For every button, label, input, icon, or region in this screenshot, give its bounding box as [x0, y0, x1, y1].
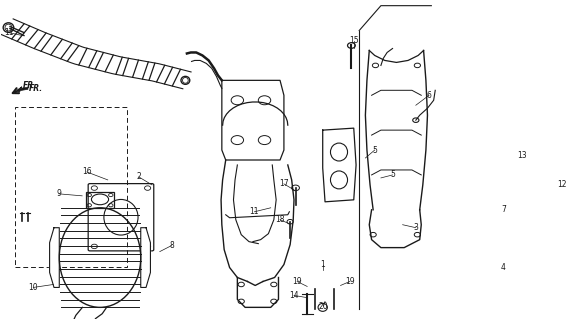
- Polygon shape: [49, 228, 60, 287]
- Text: 12: 12: [557, 180, 566, 189]
- Text: 7: 7: [501, 205, 506, 214]
- Text: 5: 5: [390, 171, 395, 180]
- Text: 11: 11: [249, 207, 259, 216]
- Text: 11: 11: [4, 28, 13, 37]
- Text: FR.: FR.: [23, 81, 37, 90]
- Bar: [15, 108, 127, 267]
- Text: 10: 10: [28, 283, 38, 292]
- Text: 19: 19: [293, 277, 302, 286]
- Text: 17: 17: [279, 180, 289, 188]
- Text: 19: 19: [345, 277, 355, 286]
- Bar: [86, 193, 115, 208]
- Text: 9: 9: [57, 189, 61, 198]
- Text: 14: 14: [289, 291, 299, 300]
- Text: 8: 8: [169, 241, 174, 250]
- Text: 3: 3: [413, 223, 418, 232]
- Text: 13: 13: [517, 150, 527, 160]
- Text: 2: 2: [137, 172, 141, 181]
- Text: 20: 20: [319, 302, 328, 311]
- Text: 6: 6: [426, 91, 431, 100]
- Text: 4: 4: [501, 263, 506, 272]
- Text: 18: 18: [276, 215, 285, 224]
- Polygon shape: [18, 87, 28, 92]
- Text: 16: 16: [82, 167, 92, 176]
- Polygon shape: [141, 228, 150, 287]
- Text: 15: 15: [349, 36, 358, 45]
- Text: 1: 1: [320, 260, 325, 269]
- Text: FR.: FR.: [29, 84, 44, 93]
- Text: 5: 5: [373, 146, 377, 155]
